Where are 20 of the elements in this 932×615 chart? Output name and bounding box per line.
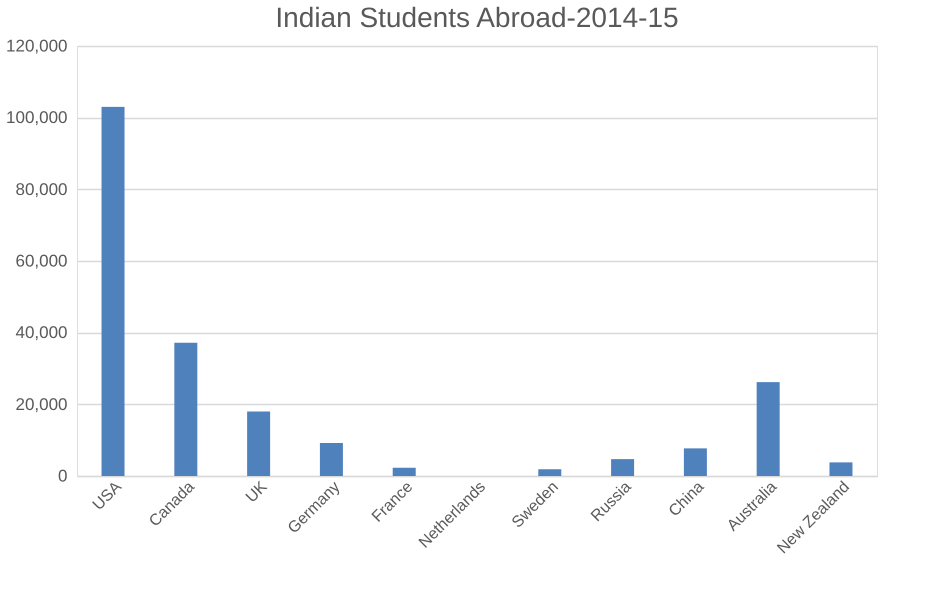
y-tick-label: 100,000 <box>6 108 68 128</box>
bar <box>684 448 707 476</box>
bar <box>538 469 562 476</box>
bar <box>756 382 780 476</box>
y-tick-label: 80,000 <box>16 180 68 199</box>
y-tick-label: 0 <box>58 466 68 486</box>
bar <box>611 459 634 476</box>
chart-title: Indian Students Abroad-2014-15 <box>275 2 679 33</box>
bar <box>102 106 125 476</box>
bar <box>392 468 416 476</box>
bar <box>247 412 270 476</box>
bar <box>829 462 852 476</box>
y-tick-label: 120,000 <box>6 36 68 56</box>
y-tick-label: 20,000 <box>16 394 68 414</box>
bar <box>320 443 343 476</box>
x-tick-label: UK <box>242 478 271 506</box>
x-tick-label: USA <box>90 478 126 514</box>
bar <box>174 342 198 476</box>
y-tick-label: 60,000 <box>16 252 68 270</box>
y-tick-label: 40,000 <box>16 323 68 342</box>
